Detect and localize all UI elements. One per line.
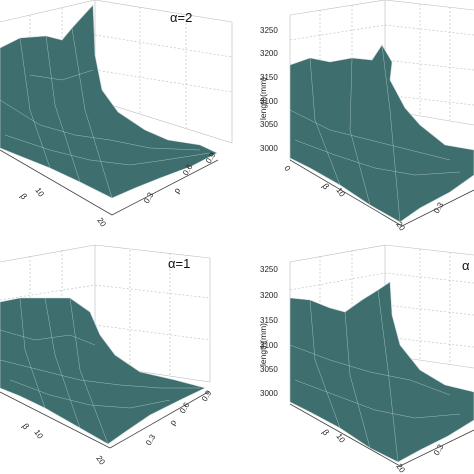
panel-4-base-axes xyxy=(289,403,474,467)
panel-2: length(mm) 3250 3200 3150 3100 3050 3000… xyxy=(258,0,474,233)
panel-2-z-tick-3100: 3100 xyxy=(260,97,278,106)
panel-4-z-tick-3200: 3200 xyxy=(260,291,278,300)
panel-4-z-tick-3250: 3250 xyxy=(260,265,278,274)
panel-1-y-axis-letter: ρ xyxy=(171,186,182,195)
panel-4-z-axis-label: length(mm) xyxy=(258,323,268,366)
panel-4-z-tick-3000: 3000 xyxy=(260,389,278,398)
panel-3-y-axis-letter: ρ xyxy=(167,418,178,427)
panel-2-x-axis-letter: β xyxy=(320,181,331,191)
panel-1-surface xyxy=(0,4,218,199)
panel-2-x-tick-0: 0 xyxy=(282,164,292,173)
panel-2-base-axes xyxy=(289,159,474,227)
panel-4-x-axis-letter: β xyxy=(320,427,331,437)
panel-1-x-tick-10: 10 xyxy=(33,186,46,199)
panel-4-annotation: α xyxy=(462,258,470,273)
panel-2-z-axis-label: length(mm) xyxy=(258,77,268,120)
panel-4-x-tick-10: 10 xyxy=(334,432,347,445)
panel-2-z-tick-3250: 3250 xyxy=(260,26,278,35)
panel-2-z-tick-3150: 3150 xyxy=(260,73,278,82)
panel-4-z-tick-3100: 3100 xyxy=(260,341,278,350)
panel-3-annotation: α=1 xyxy=(168,256,190,271)
panel-3: α=1 β 10 20 0.3 ρ 0.6 0.9 xyxy=(0,244,214,467)
panel-4-x-tick-20: 20 xyxy=(394,462,407,474)
panel-3-x-tick-20: 20 xyxy=(94,454,107,467)
panel-3-y-tick-0.9: 0.9 xyxy=(200,388,214,403)
panel-4-surface xyxy=(289,281,474,463)
panel-3-y-tick-0.3: 0.3 xyxy=(144,432,158,447)
panel-1-surface-mesh xyxy=(0,27,211,199)
panel-3-x-axis-letter: β xyxy=(20,421,31,431)
panel-1-base-axes xyxy=(0,149,219,216)
panel-2-z-tick-3050: 3050 xyxy=(260,120,278,129)
panel-3-x-tick-10: 10 xyxy=(32,428,45,441)
panel-2-y-tick-0.3: 0.3 xyxy=(432,200,446,215)
panel-4-z-tick-3050: 3050 xyxy=(260,365,278,374)
panel-1-y-tick-0.3: 0.3 xyxy=(142,190,156,205)
panel-4-z-tick-3150: 3150 xyxy=(260,316,278,325)
panel-2-z-tick-3200: 3200 xyxy=(260,49,278,58)
panel-2-surface-mesh xyxy=(289,44,461,223)
panel-4-surface-mesh xyxy=(289,289,461,463)
panel-1: α=2 β 10 20 0.3 ρ 0.6 0.9 xyxy=(0,0,233,229)
panel-3-surface-mesh xyxy=(0,297,200,445)
panel-1-x-tick-20: 20 xyxy=(95,216,108,229)
panel-1-annotation: α=2 xyxy=(170,10,192,25)
panel-2-surface xyxy=(289,44,474,223)
panel-2-x-tick-20: 20 xyxy=(394,220,407,233)
panel-2-z-tick-3000: 3000 xyxy=(260,144,278,153)
panel-4: α length(mm) 3250 3200 3150 3100 3050 30… xyxy=(258,244,474,474)
panel-1-x-axis-letter: β xyxy=(18,191,29,201)
panel-3-base-axes xyxy=(0,391,209,449)
